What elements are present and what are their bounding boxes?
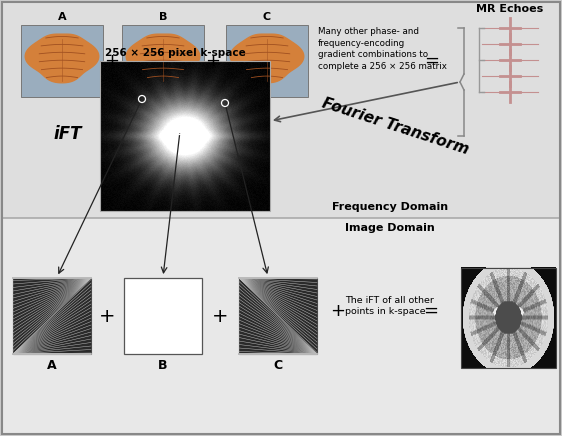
Text: +: + xyxy=(330,302,345,320)
Text: C: C xyxy=(274,359,283,372)
Text: +: + xyxy=(206,52,220,70)
Text: MR Echoes: MR Echoes xyxy=(477,4,543,14)
Bar xyxy=(13,278,91,354)
Bar xyxy=(2,218,560,434)
Bar xyxy=(2,2,560,218)
Text: Frequency Domain: Frequency Domain xyxy=(332,202,448,212)
Text: 256 × 256 pixel k-space: 256 × 256 pixel k-space xyxy=(105,48,246,58)
Text: iFT: iFT xyxy=(54,125,82,143)
Text: C: C xyxy=(263,12,271,22)
Polygon shape xyxy=(126,34,200,83)
Text: Image Domain: Image Domain xyxy=(345,223,435,233)
Text: Many other phase- and
frequency-encoding
gradient combinations to
complete a 256: Many other phase- and frequency-encoding… xyxy=(318,27,447,71)
Text: +: + xyxy=(99,307,116,326)
Text: +: + xyxy=(105,52,120,70)
Bar xyxy=(239,278,317,354)
Bar xyxy=(100,61,270,211)
Text: B: B xyxy=(158,359,167,372)
Bar xyxy=(124,278,202,354)
Bar xyxy=(226,25,308,97)
Bar xyxy=(21,25,103,97)
Bar xyxy=(460,268,555,368)
Polygon shape xyxy=(230,34,304,83)
Bar xyxy=(122,25,204,97)
Text: B: B xyxy=(159,12,167,22)
Text: +: + xyxy=(212,307,229,326)
Text: A: A xyxy=(47,359,57,372)
Text: The iFT of all other
points in k-space: The iFT of all other points in k-space xyxy=(345,296,434,317)
Polygon shape xyxy=(25,34,99,83)
Text: =: = xyxy=(424,52,439,70)
Text: Fourier Transform: Fourier Transform xyxy=(320,95,470,157)
Text: A: A xyxy=(58,12,66,22)
Text: =: = xyxy=(424,302,438,320)
